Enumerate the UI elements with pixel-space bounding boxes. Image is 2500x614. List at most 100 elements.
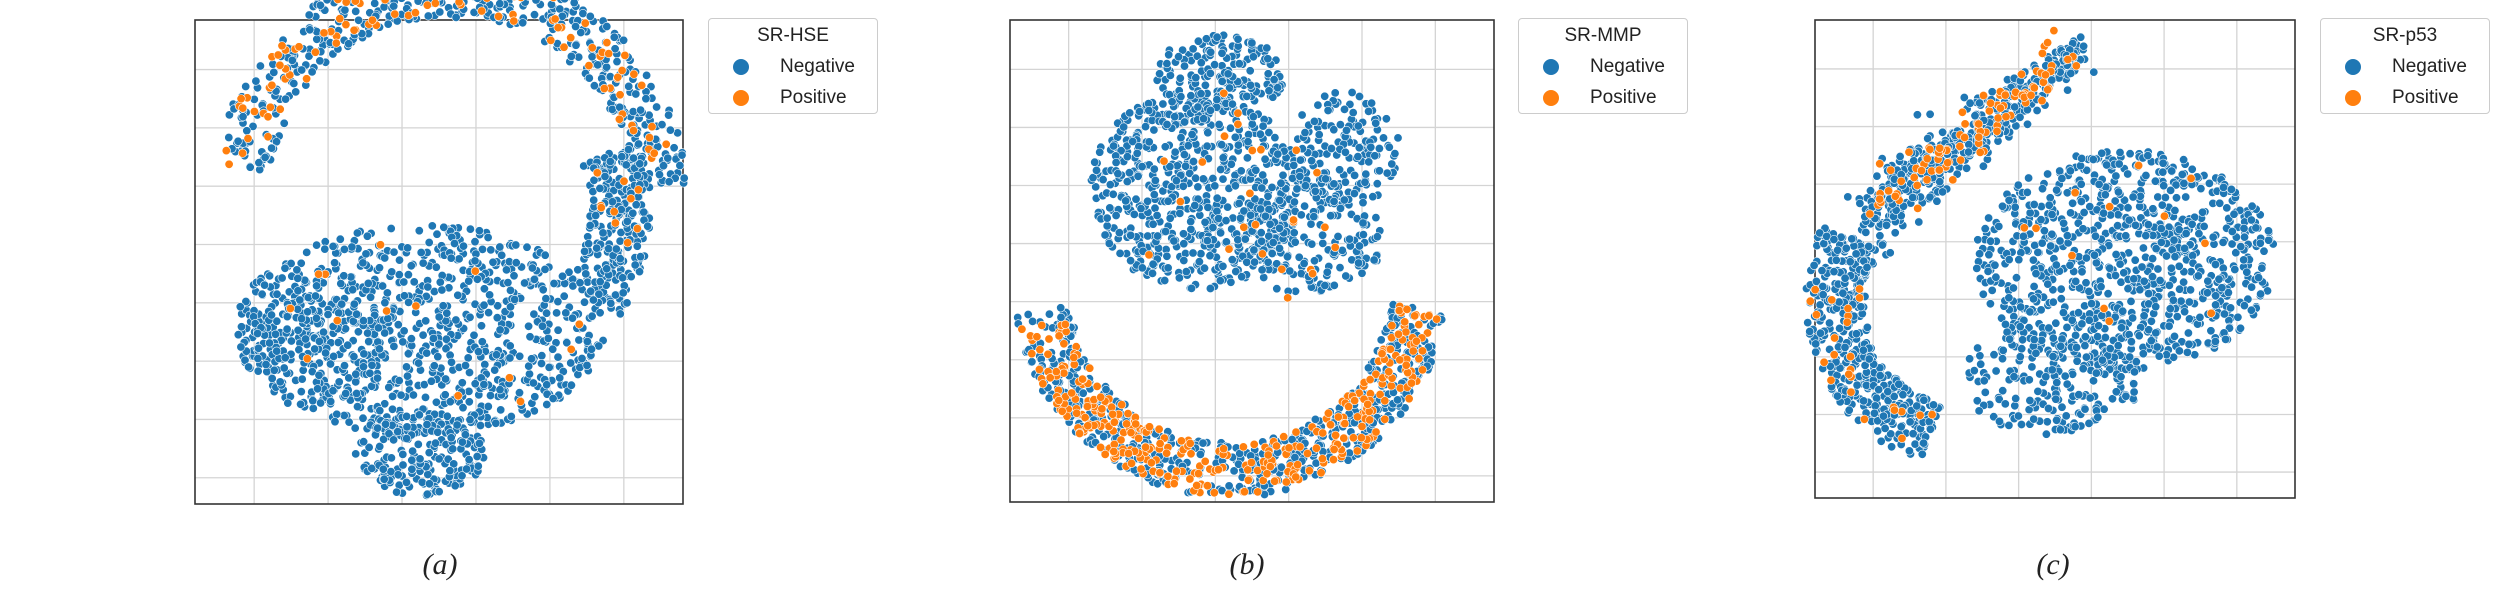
scatter-point [619,35,629,45]
scatter-point [664,110,674,120]
scatter-point [322,0,332,5]
scatter-point [1895,152,1905,162]
scatter-point [1843,192,1853,202]
scatter-point [679,173,689,183]
scatter-point [255,61,265,71]
scatter-point [1970,111,1980,121]
scatter-point [1866,186,1876,196]
series-negative-a [224,0,689,500]
scatter-point [569,0,579,8]
scatter-point [1912,110,1922,120]
scatter-point [1885,248,1895,258]
scatter-point [269,67,279,77]
scatter-point [233,136,243,146]
scatter-point [305,25,315,35]
scatter-point [423,11,433,21]
scatter-point [267,143,277,153]
scatter-point [1978,161,1988,171]
scatter-point [1925,109,1935,119]
scatter-point [254,158,264,168]
scatter-point [1877,240,1887,250]
scatter-point [383,19,393,29]
scatter-point [2032,106,2042,116]
scatter-point [344,39,354,49]
scatter-point [531,0,541,5]
scatter-point [248,121,258,131]
scatter-point [260,152,270,162]
scatter-point [1890,228,1900,238]
scatter-point [1987,87,1997,97]
scatter-point [665,125,675,135]
scatter-point [287,55,297,65]
scatter-point [435,7,445,17]
scatter-point [291,87,301,97]
scatter-point [642,70,652,80]
scatter-point [224,133,234,143]
scatter-point [281,94,291,104]
scatter-point [304,10,314,20]
scatter-point [631,89,641,99]
scatter-point [664,177,674,187]
scatter-point [354,15,364,25]
scatter-point [1962,163,1972,173]
scatter-point [241,82,251,92]
scatter-point [397,0,406,3]
scatter-point [1875,231,1885,241]
scatter-point [1803,318,1813,328]
scatter-point [251,76,261,86]
scatter-point [657,120,667,130]
scatter-point [1908,193,1918,203]
scatter-point [1938,187,1948,197]
scatter-point [612,57,622,67]
scatter-point [610,44,620,54]
scatter-point [560,0,569,4]
scatter-point [2079,41,2089,51]
scatter-point [584,73,594,83]
scatter-point [636,105,646,115]
scatter-point [669,143,679,153]
scatter-point [585,11,595,21]
scatter-point [279,118,289,128]
scatter-point [1909,156,1919,166]
scatter-point [1855,198,1865,208]
scatter-point [307,67,317,77]
scatter-point [571,21,581,31]
scatter-point [518,18,528,28]
scatter-point [1938,127,1948,137]
scatter-point [593,60,603,70]
scatter-point [652,102,662,112]
scatter-point [2015,112,2025,122]
scatter-point [370,0,380,8]
scatter-point [1861,227,1871,237]
scatter-point [2063,85,2073,95]
scatter-point [1964,147,1974,157]
scatter-point [576,27,586,37]
scatter-point [624,81,634,91]
scatter-point [641,94,651,104]
scatter-point [2066,68,2076,78]
scatter-point [1882,220,1892,230]
scatter-point [2023,119,2033,129]
scatter-point [658,161,668,171]
scatter-point [675,161,685,171]
scatter-point [654,170,664,180]
scatter-point [473,0,482,3]
scatter-point [2089,67,2099,77]
scatter-point [520,0,530,7]
scatter-point [2010,102,2020,112]
scatter-point [566,51,576,61]
plot-frame [194,19,684,505]
scatter-point [1975,98,1985,108]
scatter-point [315,0,325,10]
scatter-point [495,0,505,9]
scatter-point [245,162,255,172]
scatter-point [663,153,673,163]
scatter-point [1965,98,1975,108]
scatter-point [1914,217,1924,227]
scatter-point [1932,196,1942,206]
scatter-point [677,150,687,160]
scatter-point [529,10,539,20]
scatter-point [224,110,234,120]
